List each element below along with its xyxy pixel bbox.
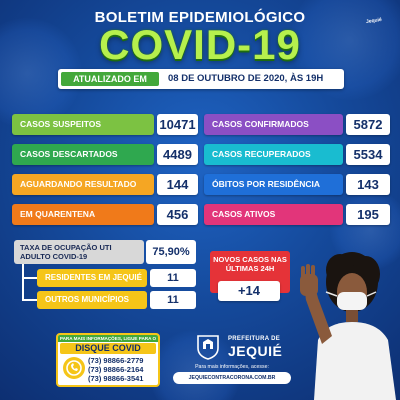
stat-quarantine: EM QUARENTENA 456 xyxy=(12,204,198,225)
tree-connector xyxy=(22,264,24,300)
stat-value: 456 xyxy=(157,204,198,225)
uti-residents-label: RESIDENTES EM JEQUIÉ xyxy=(37,269,147,287)
new-cases-value: +14 xyxy=(218,281,280,301)
prefeitura-city: JEQUIÉ xyxy=(228,343,283,359)
phone-number-list: (73) 98866-2779 (73) 98866-2164 (73) 988… xyxy=(88,356,143,383)
covid-title: COVID-19 xyxy=(99,21,301,68)
stat-label: CASOS RECUPERADOS xyxy=(204,144,343,165)
update-tag: ATUALIZADO EM xyxy=(61,72,159,86)
prefeitura-label: PREFEITURA DE xyxy=(228,336,281,342)
stat-label: CASOS SUSPEITOS xyxy=(12,114,154,135)
stat-discarded: CASOS DESCARTADOS 4489 xyxy=(12,144,198,165)
stat-value: 144 xyxy=(157,174,198,195)
stat-label: CASOS ATIVOS xyxy=(204,204,343,225)
stat-label: CASOS CONFIRMADOS xyxy=(204,114,343,135)
website-link[interactable]: JEQUIECONTRACORONA.COM.BR xyxy=(173,372,291,384)
stat-confirmed: CASOS CONFIRMADOS 5872 xyxy=(204,114,390,135)
stat-deaths: ÓBITOS POR RESIDÊNCIA 143 xyxy=(204,174,390,195)
stat-active: CASOS ATIVOS 195 xyxy=(204,204,390,225)
stat-suspected: CASOS SUSPEITOS 10471 xyxy=(12,114,198,135)
contact-heading: PARA MAIS INFORMAÇÕES, LIGUE PARA O xyxy=(58,335,158,342)
uti-other-label: OUTROS MUNICÍPIOS xyxy=(37,291,147,309)
virus-decoration xyxy=(150,330,240,400)
stat-label: CASOS DESCARTADOS xyxy=(12,144,154,165)
stat-value: 195 xyxy=(346,204,390,225)
stat-value: 5534 xyxy=(346,144,390,165)
uti-residents-value: 11 xyxy=(150,269,196,287)
stat-label: EM QUARENTENA xyxy=(12,204,154,225)
stat-label: ÓBITOS POR RESIDÊNCIA xyxy=(204,174,343,195)
stat-value: 5872 xyxy=(346,114,390,135)
stat-value: 4489 xyxy=(157,144,198,165)
whatsapp-phone-icon xyxy=(63,357,85,379)
uti-other-value: 11 xyxy=(150,291,196,309)
stat-value: 10471 xyxy=(157,114,198,135)
disque-covid-card: PARA MAIS INFORMAÇÕES, LIGUE PARA O DISQ… xyxy=(56,333,160,387)
tree-connector xyxy=(22,299,37,301)
phone-number[interactable]: (73) 98866-2164 xyxy=(88,365,144,374)
more-info-text: Para mais informações, acesse: xyxy=(195,364,269,370)
stat-awaiting: AGUARDANDO RESULTADO 144 xyxy=(12,174,198,195)
stat-label: AGUARDANDO RESULTADO xyxy=(12,174,154,195)
contact-title: DISQUE COVID xyxy=(60,343,156,354)
bulletin-title: BOLETIM EPIDEMIOLÓGICO xyxy=(94,9,306,26)
phone-number[interactable]: (73) 98866-3541 xyxy=(88,374,144,383)
update-bar: ATUALIZADO EM 08 DE OUTUBRO DE 2020, ÀS … xyxy=(58,69,344,89)
uti-occupancy-value: 75,90% xyxy=(146,240,196,264)
tree-connector xyxy=(22,277,37,279)
phone-number[interactable]: (73) 98866-2779 xyxy=(88,356,144,365)
masked-woman-illustration xyxy=(300,252,396,400)
stat-recovered: CASOS RECUPERADOS 5534 xyxy=(204,144,390,165)
prefeitura-crest-icon xyxy=(197,335,219,360)
stat-value: 143 xyxy=(346,174,390,195)
uti-occupancy-label: TAXA DE OCUPAÇÃO UTI ADULTO COVID-19 xyxy=(14,240,144,264)
update-date: 08 DE OUTUBRO DE 2020, ÀS 19H xyxy=(168,73,324,84)
